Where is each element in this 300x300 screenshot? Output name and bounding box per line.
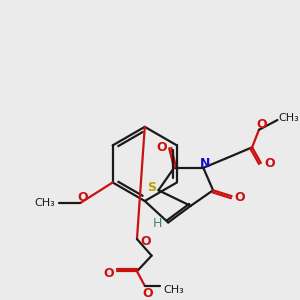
- Text: O: O: [142, 287, 153, 300]
- Text: CH₃: CH₃: [164, 285, 184, 295]
- Text: O: O: [234, 190, 245, 204]
- Text: H: H: [153, 217, 162, 230]
- Text: O: O: [256, 118, 267, 131]
- Text: O: O: [77, 190, 88, 204]
- Text: CH₃: CH₃: [35, 198, 56, 208]
- Text: CH₃: CH₃: [279, 113, 300, 123]
- Text: S: S: [147, 181, 156, 194]
- Text: O: O: [156, 141, 167, 154]
- Text: O: O: [140, 235, 151, 248]
- Text: O: O: [103, 267, 114, 280]
- Text: O: O: [264, 158, 275, 170]
- Text: N: N: [200, 158, 211, 170]
